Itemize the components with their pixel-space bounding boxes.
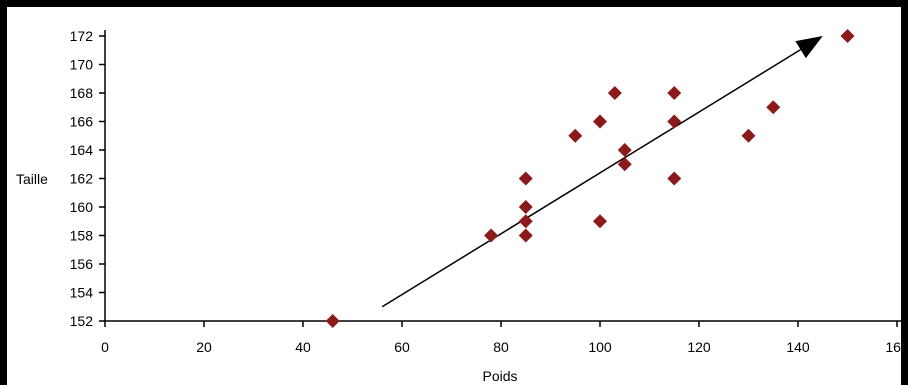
x-axis-title: Poids bbox=[482, 368, 517, 384]
data-point bbox=[667, 114, 682, 129]
y-tick-label: 158 bbox=[70, 228, 94, 244]
y-tick-label: 166 bbox=[70, 114, 94, 130]
data-point bbox=[593, 114, 607, 129]
x-tick-label: 40 bbox=[295, 339, 311, 355]
data-point bbox=[325, 314, 340, 328]
y-tick-label: 170 bbox=[70, 57, 94, 73]
data-point bbox=[667, 171, 682, 186]
data-point bbox=[766, 100, 781, 115]
data-point bbox=[667, 86, 682, 100]
y-tick-label: 162 bbox=[70, 171, 94, 187]
x-ticks: 0 20 40 60 80 100 120 140 160 bbox=[101, 321, 908, 355]
data-point bbox=[617, 143, 632, 157]
x-tick-label: 0 bbox=[101, 339, 109, 355]
y-tick-label: 156 bbox=[70, 256, 94, 272]
y-tick-label: 172 bbox=[70, 28, 94, 44]
y-tick-label: 154 bbox=[70, 285, 94, 301]
x-tick-label: 100 bbox=[588, 339, 612, 355]
y-axis-title: Taille bbox=[16, 171, 48, 187]
x-tick-label: 160 bbox=[885, 339, 908, 355]
y-tick-label: 152 bbox=[70, 313, 94, 329]
data-point bbox=[484, 228, 499, 243]
x-tick-label: 60 bbox=[394, 339, 410, 355]
trend-arrow bbox=[381, 36, 823, 308]
data-point bbox=[568, 128, 583, 143]
y-tick-label: 168 bbox=[70, 85, 94, 101]
x-tick-label: 140 bbox=[786, 339, 810, 355]
data-point bbox=[518, 171, 533, 186]
x-tick-label: 120 bbox=[687, 339, 711, 355]
trend-arrow-head bbox=[795, 36, 823, 59]
y-tick-label: 160 bbox=[70, 199, 94, 215]
axes bbox=[104, 30, 906, 322]
data-point bbox=[593, 214, 607, 229]
x-tick-label: 20 bbox=[196, 339, 212, 355]
y-ticks: 152 154 156 158 160 162 164 166 168 170 172 bbox=[70, 28, 105, 329]
x-tick-label: 80 bbox=[493, 339, 509, 355]
data-point bbox=[518, 228, 533, 243]
data-point bbox=[840, 29, 855, 43]
y-tick-label: 164 bbox=[70, 142, 94, 158]
data-point bbox=[607, 86, 622, 100]
trend-arrow-line bbox=[381, 48, 801, 308]
data-point bbox=[518, 214, 533, 229]
data-point bbox=[741, 128, 756, 143]
data-points bbox=[325, 29, 855, 328]
data-point bbox=[617, 157, 632, 172]
data-point bbox=[518, 200, 533, 214]
